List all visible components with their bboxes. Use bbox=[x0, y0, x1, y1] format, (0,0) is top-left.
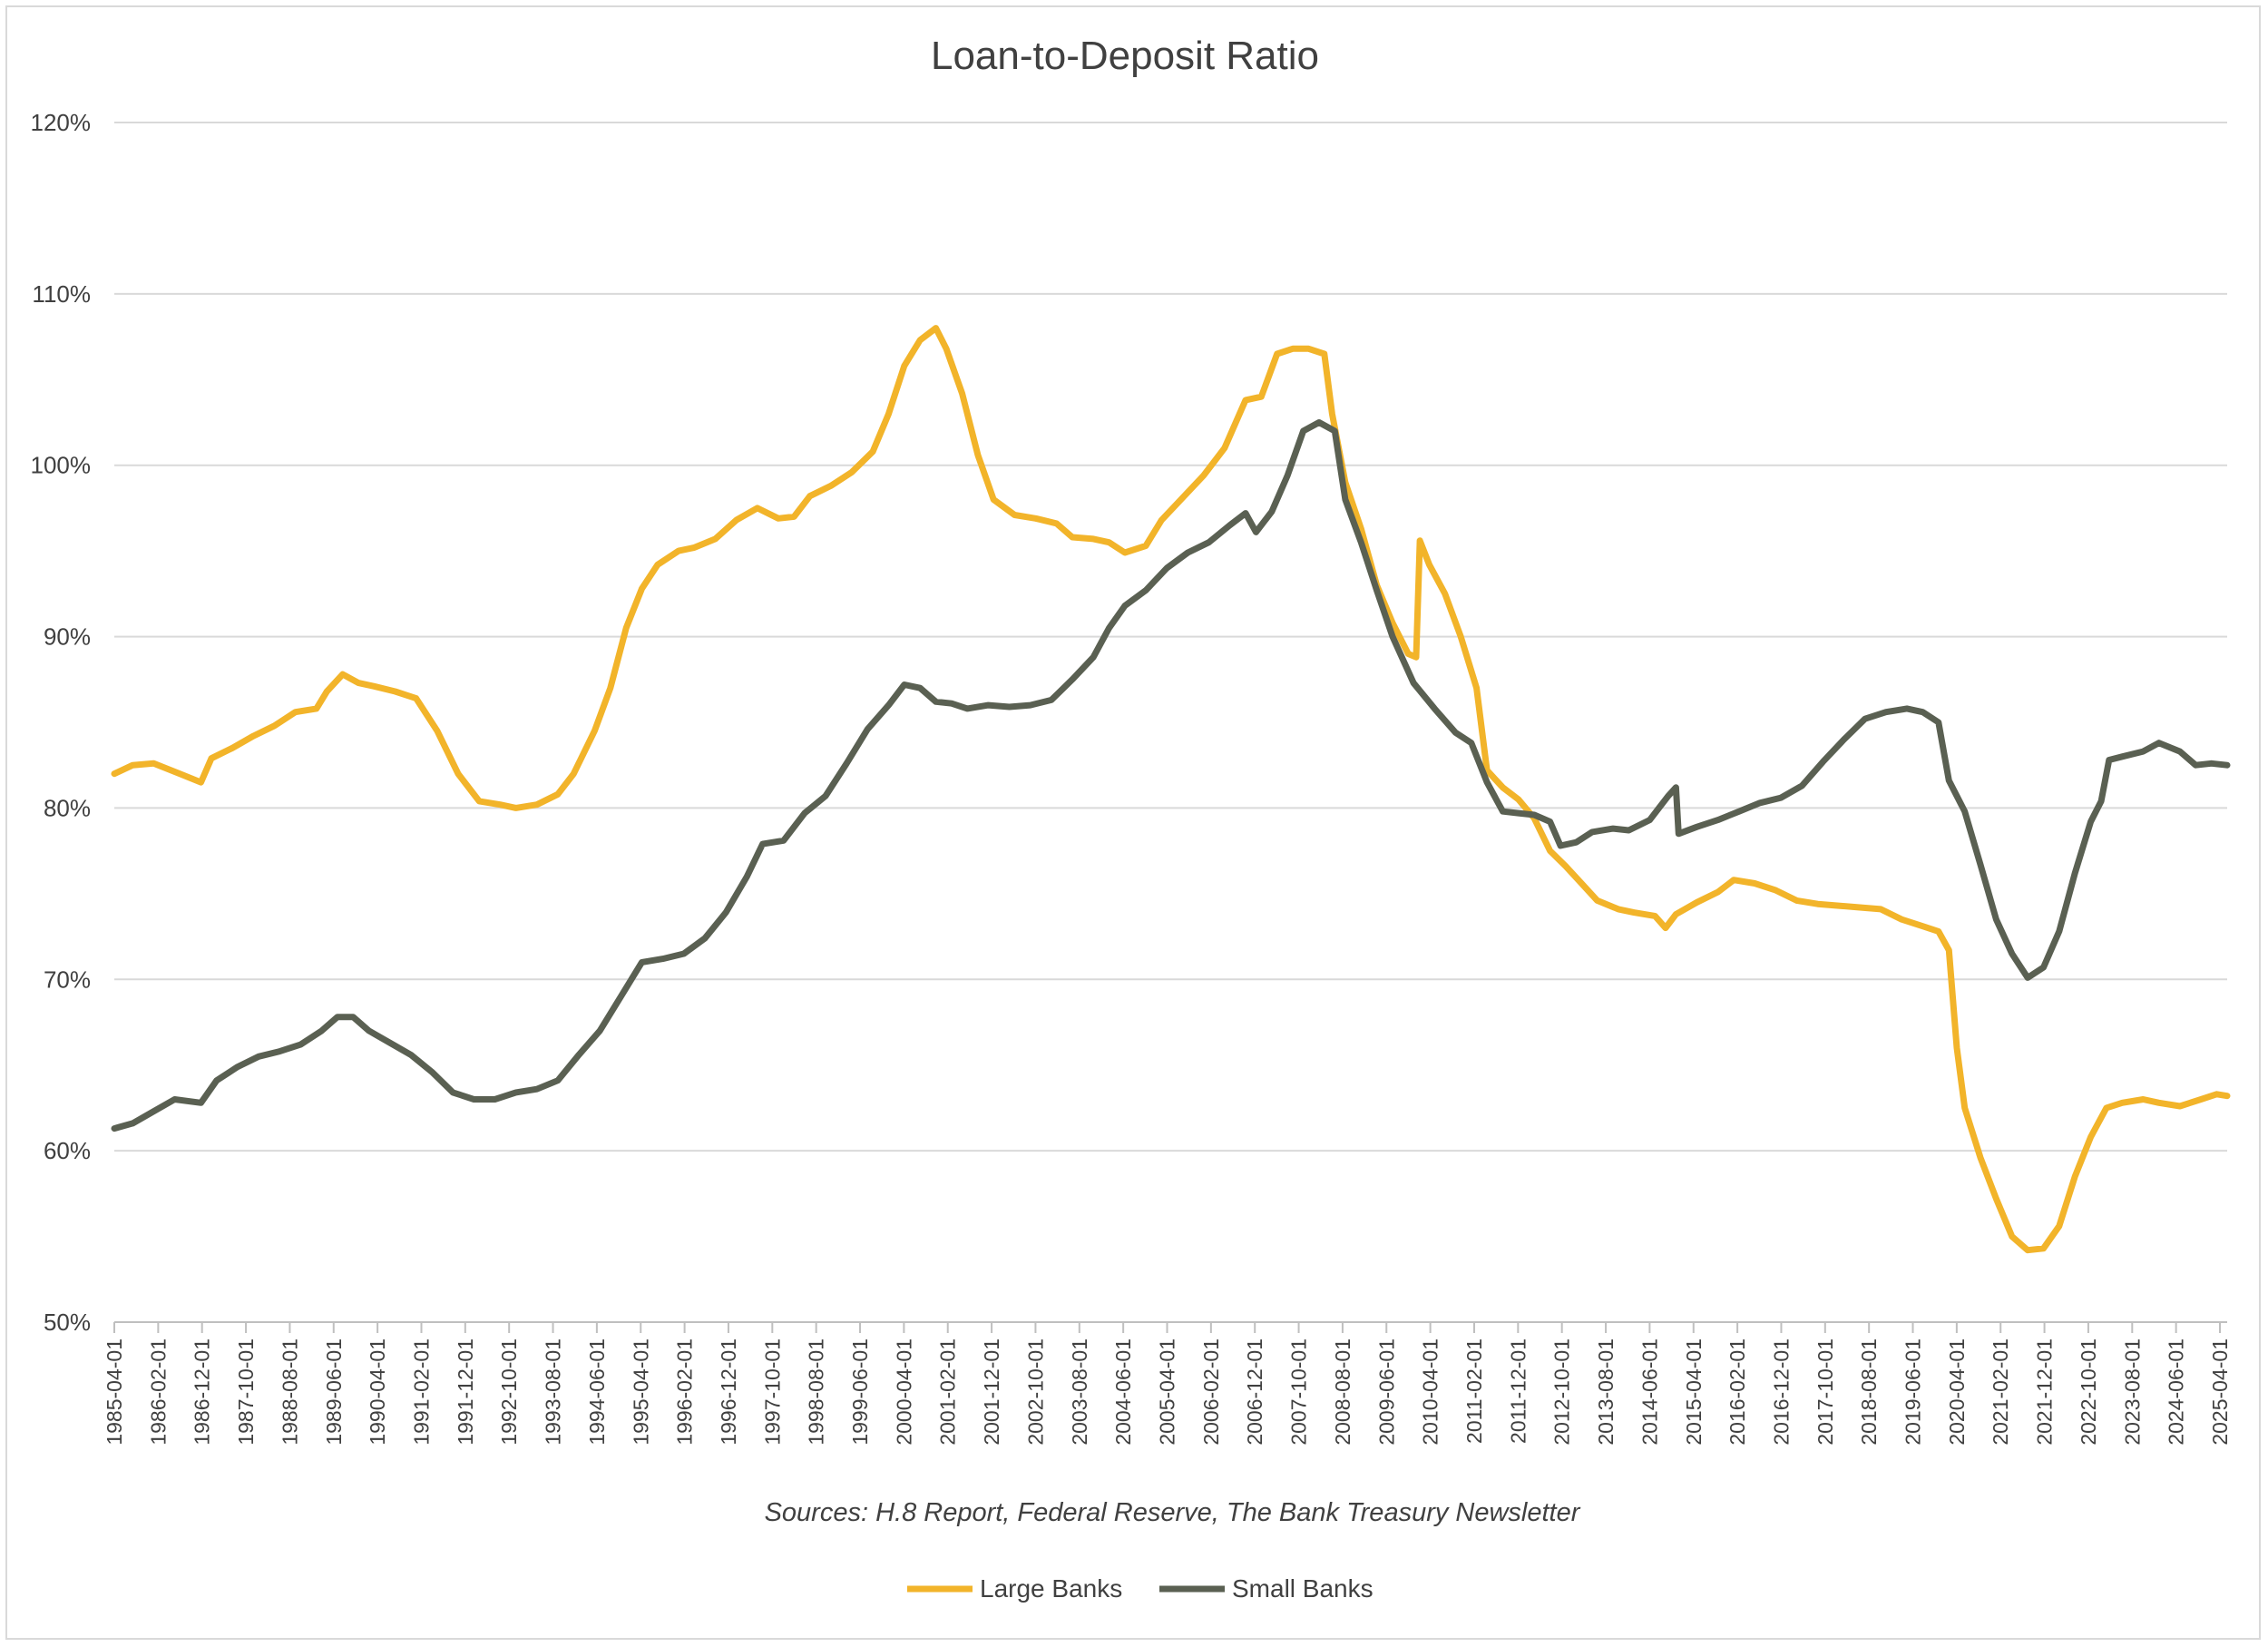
x-tick-label: 2024-06-01 bbox=[2165, 1338, 2188, 1446]
x-tick-label: 2001-02-01 bbox=[936, 1338, 960, 1446]
x-tick-label: 2017-10-01 bbox=[1813, 1338, 1837, 1446]
x-tick-label: 2012-10-01 bbox=[1550, 1338, 1574, 1446]
y-tick-label: 120% bbox=[31, 109, 92, 136]
x-tick-label: 1989-06-01 bbox=[322, 1338, 346, 1446]
x-tick-label: 2011-02-01 bbox=[1462, 1338, 1486, 1444]
legend-label: Small Banks bbox=[1232, 1574, 1374, 1603]
x-tick-label: 1991-02-01 bbox=[409, 1338, 433, 1446]
x-tick-label: 1993-08-01 bbox=[542, 1338, 565, 1446]
x-tick-label: 2015-04-01 bbox=[1682, 1338, 1706, 1446]
x-tick-label: 2016-12-01 bbox=[1769, 1338, 1793, 1446]
chart-title: Loan-to-Deposit Ratio bbox=[931, 34, 1319, 78]
x-tick-label: 2014-06-01 bbox=[1637, 1338, 1661, 1446]
x-tick-label: 2006-12-01 bbox=[1243, 1338, 1266, 1446]
x-tick-label: 2013-08-01 bbox=[1594, 1338, 1618, 1446]
x-tick-label: 2025-04-01 bbox=[2208, 1338, 2232, 1446]
x-tick-label: 1987-10-01 bbox=[234, 1338, 258, 1446]
x-tick-label: 1999-06-01 bbox=[848, 1338, 872, 1446]
x-tick-label: 1986-02-01 bbox=[146, 1338, 170, 1446]
y-tick-label: 80% bbox=[44, 794, 91, 821]
x-tick-label: 2011-12-01 bbox=[1506, 1338, 1530, 1444]
x-tick-label: 2018-08-01 bbox=[1857, 1338, 1881, 1446]
x-tick-label: 2001-12-01 bbox=[980, 1338, 1003, 1446]
y-axis-tick-labels: 50% 60% 70% 80% 90% 100% 110% 120% bbox=[31, 109, 92, 1336]
x-tick-label: 2003-08-01 bbox=[1068, 1338, 1091, 1446]
x-tick-label: 2000-04-01 bbox=[892, 1338, 915, 1446]
y-tick-label: 110% bbox=[32, 280, 91, 308]
x-tick-label: 1988-08-01 bbox=[278, 1338, 301, 1446]
legend: Large Banks Small Banks bbox=[907, 1574, 1374, 1603]
x-tick-label: 2010-04-01 bbox=[1419, 1338, 1442, 1446]
y-tick-label: 90% bbox=[44, 623, 91, 651]
source-note: Sources: H.8 Report, Federal Reserve, Th… bbox=[765, 1498, 1581, 1527]
x-tick-label: 1990-04-01 bbox=[366, 1338, 389, 1446]
y-tick-label: 100% bbox=[31, 452, 92, 479]
y-tick-label: 50% bbox=[44, 1309, 91, 1336]
x-tick-label: 1998-08-01 bbox=[805, 1338, 828, 1446]
x-axis: 1985-04-01 1986-02-01 1986-12-01 1987-10-01… bbox=[103, 1321, 2232, 1446]
x-tick-label: 2023-08-01 bbox=[2120, 1338, 2144, 1446]
x-tick-label: 1996-12-01 bbox=[717, 1338, 740, 1446]
x-tick-label: 2004-06-01 bbox=[1111, 1338, 1135, 1446]
x-tick-label: 1997-10-01 bbox=[760, 1338, 784, 1446]
x-tick-label: 2022-10-01 bbox=[2077, 1338, 2100, 1446]
x-tick-label: 1994-06-01 bbox=[585, 1338, 609, 1446]
y-tick-label: 70% bbox=[44, 966, 91, 993]
chart-frame bbox=[5, 5, 2261, 1640]
legend-label: Large Banks bbox=[980, 1574, 1122, 1603]
x-tick-label: 2006-02-01 bbox=[1199, 1338, 1223, 1446]
x-tick-label: 2016-02-01 bbox=[1725, 1338, 1749, 1446]
x-tick-label: 2021-02-01 bbox=[1989, 1338, 2012, 1446]
x-tick-label: 1991-12-01 bbox=[454, 1338, 477, 1446]
x-tick-label: 1986-12-01 bbox=[191, 1338, 214, 1446]
y-tick-label: 60% bbox=[44, 1137, 91, 1164]
x-tick-label: 1995-04-01 bbox=[629, 1338, 652, 1446]
x-tick-label: 1996-02-01 bbox=[673, 1338, 697, 1446]
x-tick-label: 2002-10-01 bbox=[1023, 1338, 1047, 1446]
x-tick-label: 1992-10-01 bbox=[497, 1338, 521, 1446]
x-tick-label: 2019-06-01 bbox=[1901, 1338, 1925, 1446]
x-tick-label: 2005-04-01 bbox=[1156, 1338, 1179, 1446]
x-tick-label: 2020-04-01 bbox=[1945, 1338, 1969, 1446]
x-tick-label: 2007-10-01 bbox=[1287, 1338, 1311, 1446]
x-tick-label: 2021-12-01 bbox=[2033, 1338, 2057, 1446]
x-tick-label: 2009-06-01 bbox=[1374, 1338, 1398, 1446]
x-tick-label: 1985-04-01 bbox=[103, 1338, 126, 1446]
series-line-large-banks bbox=[111, 325, 2231, 1254]
series-lines bbox=[111, 325, 2231, 1254]
x-tick-label: 2008-08-01 bbox=[1331, 1338, 1354, 1446]
series-line-small-banks bbox=[111, 419, 2231, 1132]
